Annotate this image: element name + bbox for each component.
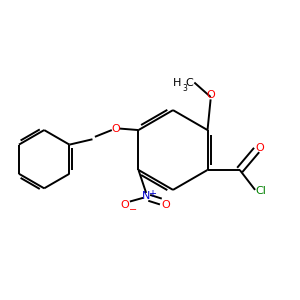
Text: −: − [129,205,137,215]
Text: O: O [120,200,129,210]
Text: C: C [185,77,193,88]
Text: H: H [173,77,182,88]
Text: N: N [142,191,150,201]
Text: +: + [148,189,156,199]
Text: O: O [111,124,120,134]
Text: Cl: Cl [255,186,266,197]
Text: O: O [255,143,264,154]
Text: 3: 3 [182,83,187,92]
Text: O: O [206,90,215,100]
Text: O: O [161,200,170,210]
